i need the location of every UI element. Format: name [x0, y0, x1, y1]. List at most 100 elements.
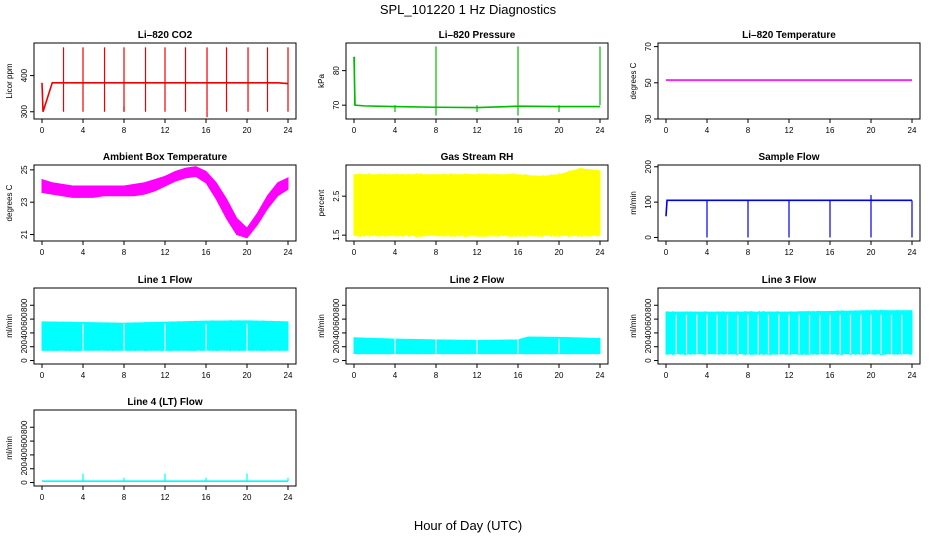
x-tick-label: 8 [746, 126, 751, 135]
x-tick-label: 20 [555, 248, 564, 257]
x-tick-label: 4 [81, 371, 86, 380]
x-tick-label: 4 [393, 371, 398, 380]
x-tick-label: 12 [161, 126, 170, 135]
x-tick-label: 16 [202, 248, 211, 257]
x-tick-label: 0 [664, 371, 669, 380]
panel-pressure: Li–820 Pressure kPa 0 4 8 12 16 20 24 70 80 [317, 30, 609, 135]
series-line [353, 56, 600, 109]
x-tick-label: 0 [352, 248, 357, 257]
y-tick-label: 600 [332, 312, 341, 326]
x-tick-label: 24 [284, 493, 293, 502]
panel-title: Line 1 Flow [138, 275, 193, 286]
panel-line4: Line 4 (LT) Flow ml/min 0 4 8 12 16 20 24 0 200400… [5, 397, 297, 502]
x-tick-label: 4 [705, 126, 710, 135]
y-tick-label: 0 [644, 235, 653, 240]
y-tick-label: 400 [20, 326, 29, 340]
y-tick-label: 30 [644, 114, 653, 123]
figure-xlabel: Hour of Day (UTC) [413, 518, 523, 533]
y-tick-label: 0 [20, 358, 29, 363]
panel-line2: Line 2 Flow ml/min 0 4 8 12 16 20 24 0 20040060080… [317, 275, 609, 380]
panel-ambient: Ambient Box Temperature degrees C 0 4 8 12 16 2… [5, 152, 297, 257]
y-tick-label: 400 [20, 68, 29, 82]
y-tick-label: 1.5 [332, 229, 341, 241]
x-tick-label: 24 [596, 371, 605, 380]
y-tick-label: 400 [644, 326, 653, 340]
x-tick-label: 4 [393, 126, 398, 135]
panel-title: Line 2 Flow [450, 275, 505, 286]
x-tick-label: 16 [826, 248, 835, 257]
y-tick-label: 80 [332, 66, 341, 75]
x-tick-label: 8 [434, 126, 439, 135]
x-tick-label: 12 [161, 248, 170, 257]
x-tick-label: 16 [826, 371, 835, 380]
x-tick-label: 12 [473, 126, 482, 135]
x-tick-label: 4 [393, 248, 398, 257]
x-tick-label: 16 [514, 371, 523, 380]
x-tick-label: 16 [202, 493, 211, 502]
y-axis-label: percent [317, 189, 326, 216]
y-tick-label: 2.5 [332, 190, 341, 202]
x-tick-label: 24 [284, 248, 293, 257]
y-tick-label: 800 [20, 298, 29, 312]
x-tick-label: 20 [867, 248, 876, 257]
x-tick-label: 8 [122, 493, 127, 502]
y-tick-label: 200 [20, 340, 29, 354]
panel-rh: Gas Stream RH percent 0 4 8 12 16 20 24 1.5 2.5 [317, 152, 609, 257]
x-tick-label: 0 [40, 248, 45, 257]
x-tick-label: 0 [40, 126, 45, 135]
plot-frame [657, 42, 921, 120]
x-tick-label: 16 [514, 126, 523, 135]
y-tick-label: 400 [332, 326, 341, 340]
y-tick-label: 400 [20, 448, 29, 462]
series-line [41, 82, 289, 113]
panel-title: Ambient Box Temperature [103, 152, 228, 163]
x-tick-label: 24 [284, 126, 293, 135]
panel-line1: Line 1 Flow ml/min 0 4 8 12 16 20 24 0 20040060080… [5, 275, 297, 380]
x-tick-label: 20 [243, 371, 252, 380]
x-tick-label: 12 [785, 126, 794, 135]
x-tick-label: 4 [705, 248, 710, 257]
y-tick-label: 800 [332, 298, 341, 312]
x-tick-label: 20 [243, 126, 252, 135]
y-axis-label: ml/min [317, 314, 326, 338]
x-tick-label: 16 [514, 248, 523, 257]
panel-temp: Li–820 Temperature degrees C 0 4 8 12 16 20 24 30… [629, 30, 921, 135]
x-tick-label: 4 [81, 126, 86, 135]
x-tick-label: 24 [908, 126, 917, 135]
y-axis-label: ml/min [5, 436, 14, 460]
x-tick-label: 0 [40, 493, 45, 502]
y-tick-label: 25 [20, 165, 29, 174]
y-tick-label: 300 [20, 105, 29, 119]
y-axis-label: ml/min [629, 314, 638, 338]
x-tick-label: 20 [555, 371, 564, 380]
y-tick-label: 70 [332, 100, 341, 109]
y-tick-label: 100 [644, 195, 653, 209]
y-tick-label: 800 [20, 420, 29, 434]
x-tick-label: 20 [243, 493, 252, 502]
x-tick-label: 16 [202, 371, 211, 380]
x-tick-label: 24 [284, 371, 293, 380]
x-tick-label: 20 [555, 126, 564, 135]
y-tick-label: 600 [644, 312, 653, 326]
x-tick-label: 12 [785, 371, 794, 380]
x-tick-label: 20 [867, 371, 876, 380]
x-tick-label: 4 [81, 248, 86, 257]
y-tick-label: 70 [644, 42, 653, 51]
panel-line3: Line 3 Flow ml/min 0 4 8 12 16 20 24 0 20040060080… [629, 275, 921, 380]
x-tick-label: 16 [202, 126, 211, 135]
x-tick-label: 24 [596, 248, 605, 257]
y-tick-label: 23 [20, 197, 29, 206]
panel-title: Li–820 Temperature [742, 30, 836, 41]
y-tick-label: 200 [332, 340, 341, 354]
y-tick-label: 800 [644, 298, 653, 312]
y-tick-label: 200 [644, 340, 653, 354]
panel-title: Li–820 CO2 [138, 30, 193, 41]
x-tick-label: 8 [122, 248, 127, 257]
y-axis-label: Licor ppm [5, 63, 14, 98]
x-tick-label: 20 [867, 126, 876, 135]
y-tick-label: 200 [644, 160, 653, 174]
x-tick-label: 8 [122, 371, 127, 380]
x-tick-label: 8 [122, 126, 127, 135]
y-tick-label: 21 [20, 230, 29, 239]
